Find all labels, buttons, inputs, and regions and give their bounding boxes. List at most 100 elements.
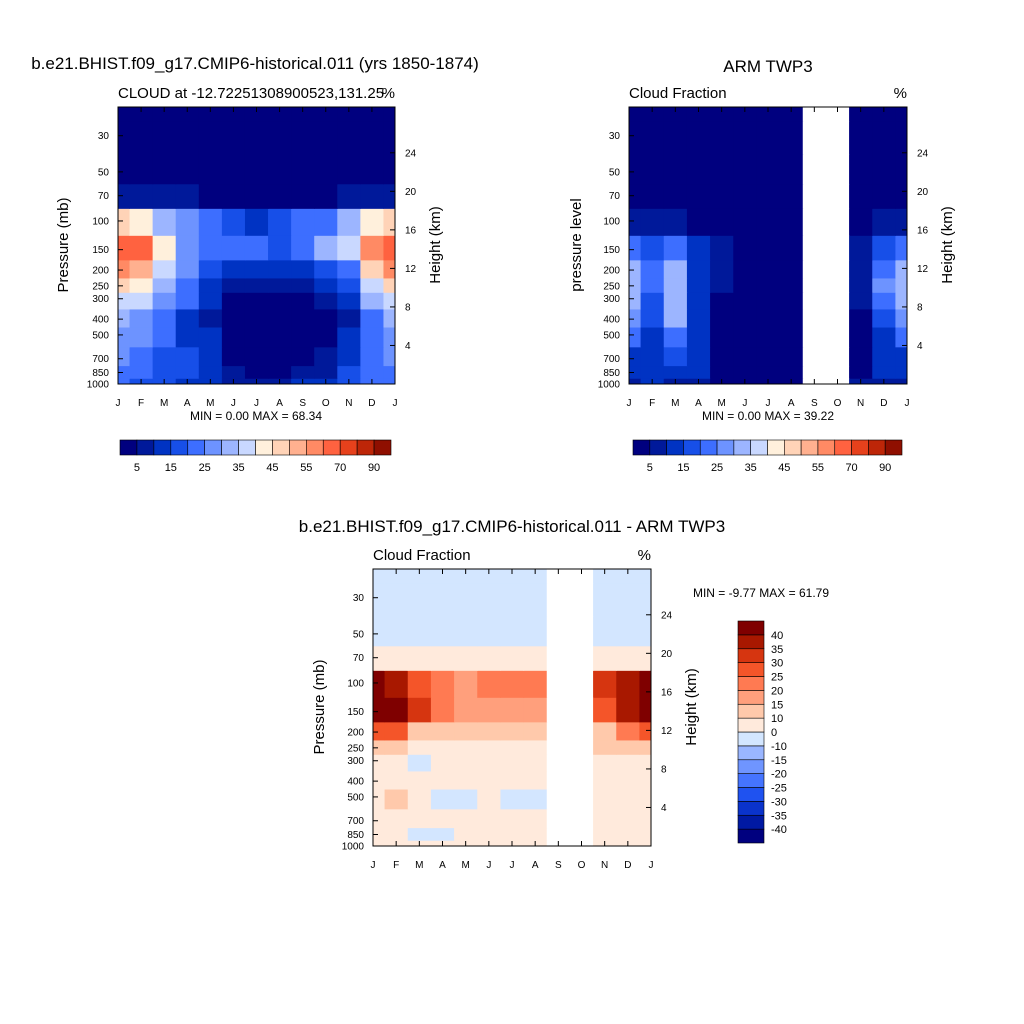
y-tick-label: 850 [92,368,109,379]
colorbar-swatch [153,439,172,456]
data-cell [175,346,200,367]
colorbar-swatch [272,439,290,456]
data-cell [118,327,131,348]
y-tick-label: 500 [92,330,109,341]
data-cell [198,346,223,367]
data-cell [175,208,200,236]
data-cell [360,365,384,379]
x-tick-label: N [345,398,352,409]
data-cell [314,208,338,236]
data-cell [152,121,177,155]
data-cell [175,107,200,122]
data-cell [314,365,338,379]
y2-tick-label: 8 [405,302,411,313]
y-tick-label: 70 [98,191,110,202]
data-cell [175,121,200,155]
data-cell [198,277,223,293]
data-cell [221,183,246,209]
data-cell [360,107,384,122]
y-tick-label: 30 [98,131,110,142]
x-tick-label: S [299,398,306,409]
data-cell [383,121,396,155]
data-cell [152,208,177,236]
data-cell [244,153,269,185]
data-cell [118,292,131,310]
data-cell [118,183,131,209]
data-cell [198,153,223,185]
data-cell [291,107,315,122]
data-cell [118,208,131,236]
data-cell [129,292,154,310]
data-cell [198,208,223,236]
data-cell [118,153,131,185]
data-cell [337,121,361,155]
data-cell [383,378,396,385]
data-cell [175,292,200,310]
data-cell [383,183,396,209]
data-cell [129,346,154,367]
data-cell [221,235,246,261]
data-cell [118,121,131,155]
data-cell [221,292,246,310]
data-cell [118,107,131,122]
colorbar-swatch [136,439,155,456]
data-cell [291,153,315,185]
data-cell [383,259,396,279]
data-cell [152,346,177,367]
x-tick-label: M [206,398,214,409]
data-cell [198,107,223,122]
data-cell [244,121,269,155]
data-cell [268,277,292,293]
colorbar-swatch [356,439,375,456]
y2-tick-label: 12 [405,264,417,275]
units-label: % [382,85,395,102]
data-cell [268,121,292,155]
data-cell [244,277,269,293]
data-cell [118,277,131,293]
y-tick-label: 1000 [87,380,110,391]
y-tick-label: 400 [92,315,109,326]
colorbar-swatch [187,439,205,456]
colorbar-label: 5 [134,462,140,474]
data-cell [291,235,315,261]
data-cell [314,327,338,348]
colorbar-swatch [306,439,324,456]
x-tick-label: D [368,398,375,409]
data-cell [175,365,200,379]
data-cell [383,308,396,328]
panel-title: b.e21.BHIST.f09_g17.CMIP6-historical.011… [31,54,479,73]
data-cell [221,153,246,185]
data-cell [291,365,315,379]
colorbar-label: 55 [300,462,312,474]
data-cell [337,327,361,348]
data-cell [244,259,269,279]
y-tick-label: 200 [92,266,109,277]
colorbar-swatch [255,439,273,456]
data-cell [268,235,292,261]
data-cell [129,183,154,209]
data-cell [221,308,246,328]
data-cell [383,365,396,379]
data-cell [152,277,177,293]
data-cell [118,346,131,367]
colorbar-swatch [322,439,341,456]
data-cell [383,235,396,261]
data-cell [314,121,338,155]
y-tick-label: 50 [98,167,110,178]
data-cell [314,235,338,261]
data-cell [314,346,338,367]
data-cell [314,292,338,310]
data-cell [337,259,361,279]
data-cell [221,259,246,279]
data-cell [291,183,315,209]
data-cell [337,208,361,236]
data-cell [268,308,292,328]
data-cell [337,365,361,379]
data-cell [291,327,315,348]
data-cell [198,308,223,328]
data-cell [314,259,338,279]
data-cell [198,235,223,261]
data-cell [291,277,315,293]
data-cell [221,107,246,122]
